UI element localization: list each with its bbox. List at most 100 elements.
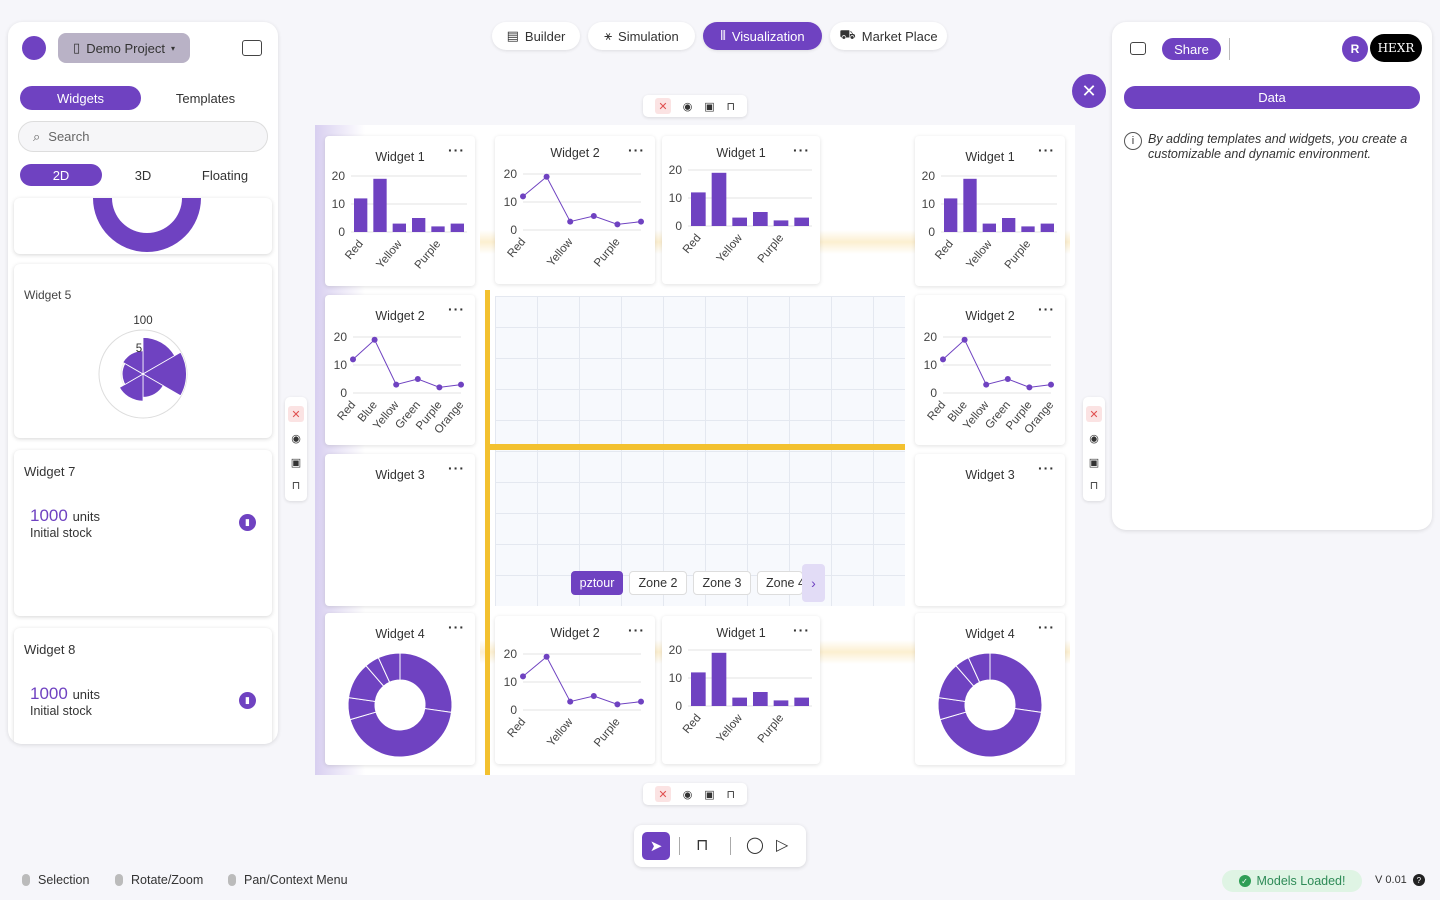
widget-card-8[interactable]: Widget 8 1000 units Initial stock ▮ <box>14 628 272 744</box>
eye-icon[interactable]: ◉ <box>682 100 693 113</box>
widget-card[interactable]: Widget 2 ··· 0 10 20 Red Blue Yellow Green Purple… <box>325 295 475 445</box>
polar-area-chart: 100 5 <box>98 315 188 419</box>
nav-simulation[interactable]: ⚹ Simulation <box>588 22 695 50</box>
eye-icon[interactable]: ◉ <box>291 433 301 446</box>
y-tick-label: 0 <box>340 386 347 400</box>
polar-segment <box>118 373 144 402</box>
bar <box>691 672 706 706</box>
widget-card[interactable]: Widget 4 ··· <box>325 613 475 765</box>
play-icon[interactable]: ▷ <box>776 837 789 854</box>
widget-card[interactable]: Widget 3 ··· <box>325 454 475 606</box>
polar-segment <box>142 351 187 397</box>
close-icon[interactable]: ✕ <box>654 786 671 802</box>
zone-tab-4[interactable]: Zone 4 <box>757 571 803 595</box>
widget-card[interactable]: Widget 2 ··· 0 10 20 Red Yellow Purple <box>495 616 655 764</box>
data-point <box>590 213 597 219</box>
project-name: Demo Project <box>86 40 165 56</box>
app-logo[interactable] <box>22 36 46 60</box>
lock-icon[interactable]: ⊓ <box>726 100 736 113</box>
simulation-icon: ⚹ <box>604 28 613 43</box>
y-tick-label: 20 <box>924 330 938 344</box>
lock-icon[interactable]: ⊓ <box>726 788 736 801</box>
more-icon[interactable]: ··· <box>628 142 645 158</box>
lock-icon[interactable]: ⊓ <box>291 479 301 492</box>
scene-grid[interactable] <box>495 296 905 606</box>
zone-tab-2[interactable]: Zone 2 <box>629 571 687 595</box>
nav-builder[interactable]: ▤ Builder <box>492 22 580 50</box>
more-icon[interactable]: ··· <box>448 142 465 158</box>
builder-icon: ▤ <box>506 28 519 43</box>
chevron-right-icon[interactable]: › <box>802 564 825 602</box>
widget-card[interactable]: Widget 2 ··· 0 10 20 Red Yellow Purple <box>495 136 655 284</box>
project-dropdown[interactable]: ▯ Demo Project ▾ <box>58 33 190 63</box>
tab-2d[interactable]: 2D <box>20 164 102 186</box>
nav-market-place[interactable]: ⛟ Market Place <box>830 22 947 50</box>
tab-templates[interactable]: Templates <box>175 90 236 106</box>
more-icon[interactable]: ··· <box>628 622 645 638</box>
search-input[interactable]: ⌕ Search <box>18 121 268 152</box>
camera-icon[interactable]: ▣ <box>290 456 302 469</box>
more-icon[interactable]: ··· <box>448 460 465 476</box>
tab-3d[interactable]: 3D <box>134 167 152 183</box>
more-icon[interactable]: ··· <box>1038 301 1055 317</box>
more-icon[interactable]: ··· <box>793 622 810 638</box>
comment-icon[interactable]: ◯ <box>746 837 764 854</box>
avatar[interactable]: R <box>1342 36 1368 62</box>
widget-card[interactable]: Widget 2 ··· 0 10 20 Red Blue Yellow Green Purple… <box>915 295 1065 445</box>
share-button[interactable]: Share <box>1162 38 1221 60</box>
more-icon[interactable]: ··· <box>793 142 810 158</box>
y-tick-label: 0 <box>930 386 937 400</box>
widget-card-5[interactable]: Widget 5 100 5 <box>14 264 272 438</box>
zone-tab-3[interactable]: Zone 3 <box>693 571 751 595</box>
panel-toggle-icon[interactable] <box>1130 42 1146 55</box>
bar <box>982 223 996 232</box>
widget-card[interactable]: Widget 4 ··· <box>915 613 1065 765</box>
zone-divider-horizontal[interactable] <box>490 444 905 450</box>
widget-card[interactable]: Widget 1 ··· 0 10 20 Red Yellow Purple <box>662 616 820 764</box>
help-icon[interactable]: ? <box>1412 874 1425 886</box>
zone-tab-pztour[interactable]: pztour <box>571 571 623 595</box>
more-icon[interactable]: ··· <box>1038 619 1055 635</box>
more-icon[interactable]: ··· <box>1038 142 1055 158</box>
more-icon[interactable]: ··· <box>448 301 465 317</box>
info-text: i By adding templates and widgets, you c… <box>1124 132 1414 162</box>
sidebar-toggle-icon[interactable] <box>242 40 262 56</box>
cursor-icon[interactable]: ➤ <box>642 832 670 860</box>
widget-card[interactable]: Widget 3 ··· <box>915 454 1065 606</box>
eye-icon[interactable]: ◉ <box>1089 433 1099 446</box>
chart-icon[interactable]: ▮ <box>239 514 256 531</box>
data-point <box>1048 381 1054 388</box>
tab-floating[interactable]: Floating <box>201 167 249 183</box>
camera-icon[interactable]: ▣ <box>1088 456 1100 469</box>
bar-chart: 0 10 20 Red Yellow Purple <box>669 643 812 745</box>
tab-data[interactable]: Data <box>1124 86 1420 109</box>
y-tick-label: 0 <box>675 699 682 713</box>
widget-card-partial[interactable] <box>14 198 272 254</box>
widget-card[interactable]: Widget 1 ··· 0 10 20 Red Yellow Purple <box>662 136 820 284</box>
camera-icon[interactable]: ▣ <box>704 788 715 801</box>
search-icon: ⌕ <box>33 128 41 144</box>
more-icon[interactable]: ··· <box>1038 460 1055 476</box>
chart-icon[interactable]: ▮ <box>239 692 256 709</box>
tools-icon[interactable]: ✕ <box>1072 74 1106 108</box>
widget-card-7[interactable]: Widget 7 1000 units Initial stock ▮ <box>14 450 272 616</box>
nav-visualization[interactable]: ⫴ Visualization <box>703 22 822 50</box>
close-icon[interactable]: ✕ <box>1086 406 1102 423</box>
lock-icon[interactable]: ⊓ <box>1089 479 1099 492</box>
zone-divider-vertical[interactable] <box>485 290 490 775</box>
hint-selection: Selection <box>22 873 89 887</box>
more-icon[interactable]: ··· <box>448 619 465 635</box>
close-icon[interactable]: ✕ <box>654 98 671 114</box>
widget-card[interactable]: Widget 1 ··· 0 10 20 Red Yellow Purple <box>325 136 475 286</box>
close-icon[interactable]: ✕ <box>288 406 304 423</box>
data-point <box>638 218 644 225</box>
eye-icon[interactable]: ◉ <box>682 788 693 801</box>
bookmark-icon[interactable]: ⊓ <box>696 837 709 854</box>
stock-label: Initial stock <box>30 526 92 540</box>
properties-panel: Share R HEXR Data i By adding templates … <box>1112 22 1432 530</box>
widget-card[interactable]: Widget 1 ··· 0 10 20 Red Yellow Purple <box>915 136 1065 286</box>
camera-icon[interactable]: ▣ <box>704 100 715 113</box>
tab-widgets[interactable]: Widgets <box>20 86 141 110</box>
data-point <box>458 381 464 388</box>
